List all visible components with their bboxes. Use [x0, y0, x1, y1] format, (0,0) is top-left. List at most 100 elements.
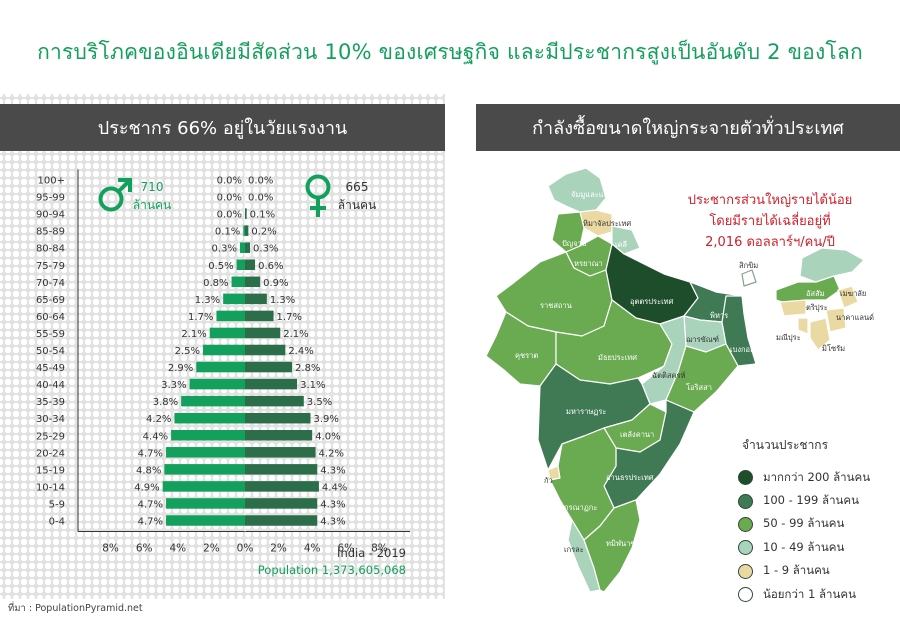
male-bar — [166, 447, 245, 458]
label-assam: อัสสัม — [806, 289, 825, 298]
male-value-label: 4.7% — [138, 499, 163, 510]
female-value-label: 4.2% — [319, 448, 344, 459]
x-tick-label: 4% — [304, 543, 321, 555]
male-unit: ล้านคน — [133, 198, 172, 212]
page-title: การบริโภคของอินเดียมีสัดส่วน 10% ของเศรษ… — [37, 40, 863, 64]
female-bar — [245, 259, 256, 270]
age-group-label: 5-9 — [49, 499, 65, 510]
age-group-label: 85-89 — [36, 227, 65, 238]
male-value-label: 4.7% — [138, 517, 163, 528]
region-uttarakhand — [611, 225, 641, 255]
legend-swatch — [738, 493, 753, 509]
male-value-label: 3.8% — [153, 397, 178, 408]
female-value-label: 0.0% — [248, 193, 273, 204]
female-bar — [245, 395, 304, 407]
label-west-bengal: เบงกอลตะวันตก — [730, 345, 782, 354]
male-value-label: 4.4% — [143, 431, 168, 442]
female-bar — [245, 276, 261, 288]
male-bar — [243, 225, 245, 236]
male-value-label: 0.0% — [217, 176, 242, 187]
legend-label: 10 - 49 ล้านคน — [763, 539, 845, 554]
male-bar — [164, 464, 245, 475]
region-chhattisgarh — [641, 315, 687, 405]
male-value-label: 4.7% — [138, 448, 163, 459]
male-bar — [166, 515, 245, 526]
label-sikkim: สิกขิม — [739, 261, 759, 270]
female-bar — [245, 361, 293, 373]
age-group-label: 35-39 — [36, 397, 65, 408]
label-delhi: เดลี — [615, 240, 627, 249]
legend-item: 50 - 99 ล้านคน — [738, 513, 870, 536]
region-jammu-kashmir — [547, 167, 607, 213]
male-value-label: 0.1% — [215, 227, 240, 238]
female-value-label: 0.9% — [263, 278, 288, 289]
female-value-label: 2.4% — [288, 346, 313, 357]
label-punjab: ปัญจาบ — [562, 239, 587, 248]
female-bar — [245, 293, 267, 305]
region-nagaland — [837, 285, 859, 309]
female-value-label: 3.1% — [300, 380, 325, 391]
map-note-line-2: โดยมีรายได้เฉลี่ยอยู่ที่ — [709, 214, 831, 229]
legend-swatch — [738, 516, 753, 532]
female-value-label: 0.0% — [248, 176, 273, 187]
female-value-label: 4.3% — [320, 517, 345, 528]
male-bar — [196, 361, 245, 373]
legend-item: 100 - 199 ล้านคน — [738, 489, 870, 512]
right-panel-header: กำลังซื้อขนาดใหญ่กระจายตัวทั่วประเทศ — [476, 104, 900, 151]
label-odisha: โอริสสา — [686, 383, 712, 392]
female-value-label: 1.7% — [277, 312, 302, 323]
female-value-label: 4.4% — [322, 482, 347, 493]
source-note: ที่มา : PopulationPyramid.net — [8, 603, 143, 614]
label-karnataka: กรณาฏกะ — [564, 503, 597, 512]
label-maharashtra: มหาราษฏระ — [566, 407, 606, 416]
region-tamil-nadu — [583, 499, 641, 593]
female-value-label: 1.3% — [270, 295, 295, 306]
female-value-label: 4.3% — [320, 499, 345, 510]
male-value-label: 2.5% — [175, 346, 200, 357]
age-group-label: 55-59 — [36, 329, 65, 340]
legend-label: น้อยกว่า 1 ล้านคน — [763, 586, 856, 601]
female-bar — [245, 464, 318, 475]
male-value-label: 2.1% — [181, 329, 206, 340]
label-himachal: หิมาจัลประเทศ — [583, 219, 631, 228]
age-group-label: 0-4 — [49, 517, 65, 528]
map-note-line-3: 2,016 ดอลลาร์ฯ/คน/ปี — [705, 235, 835, 250]
label-nagaland: นาคาแลนด์ — [836, 313, 874, 322]
age-group-label: 75-79 — [36, 261, 65, 272]
male-bar — [239, 242, 245, 253]
label-haryana: หรยาณา — [574, 259, 603, 268]
age-group-label: 15-19 — [36, 465, 65, 476]
legend-swatch — [738, 540, 753, 556]
male-bar — [171, 430, 245, 441]
legend-title: จำนวนประชากร — [742, 438, 829, 452]
male-bar — [189, 378, 245, 390]
male-symbol-icon — [98, 178, 132, 212]
x-tick-label: 2% — [270, 543, 287, 555]
male-value-label: 0.8% — [203, 278, 228, 289]
x-tick-label: 8% — [102, 543, 119, 555]
female-value-label: 0.1% — [250, 210, 275, 221]
age-group-label: 30-34 — [36, 414, 65, 425]
x-tick-label: 2% — [203, 543, 220, 555]
female-bar — [245, 515, 318, 526]
map-legend: มากกว่า 200 ล้านคน 100 - 199 ล้านคน 50 -… — [738, 466, 870, 606]
age-group-label: 45-49 — [36, 363, 65, 374]
male-count: 710 — [141, 180, 164, 194]
label-bihar: พิหาร — [710, 311, 728, 320]
x-tick-label: 0% — [237, 543, 254, 555]
age-group-label: 25-29 — [36, 431, 65, 442]
legend-item: น้อยกว่า 1 ล้านคน — [738, 583, 870, 606]
age-group-label: 50-54 — [36, 346, 65, 357]
legend-label: 50 - 99 ล้านคน — [763, 516, 845, 531]
female-bar — [245, 225, 249, 236]
legend-swatch — [738, 470, 753, 486]
female-bar — [245, 430, 313, 441]
female-bar — [245, 327, 281, 339]
label-chhattisgarh: ฉัตติสครห์ — [652, 371, 685, 380]
female-value-label: 3.9% — [314, 414, 339, 425]
male-value-label: 0.3% — [212, 244, 237, 255]
legend-item: มากกว่า 200 ล้านคน — [738, 466, 870, 489]
age-group-label: 100+ — [38, 176, 65, 187]
male-value-label: 0.0% — [217, 193, 242, 204]
male-value-label: 0.0% — [217, 210, 242, 221]
